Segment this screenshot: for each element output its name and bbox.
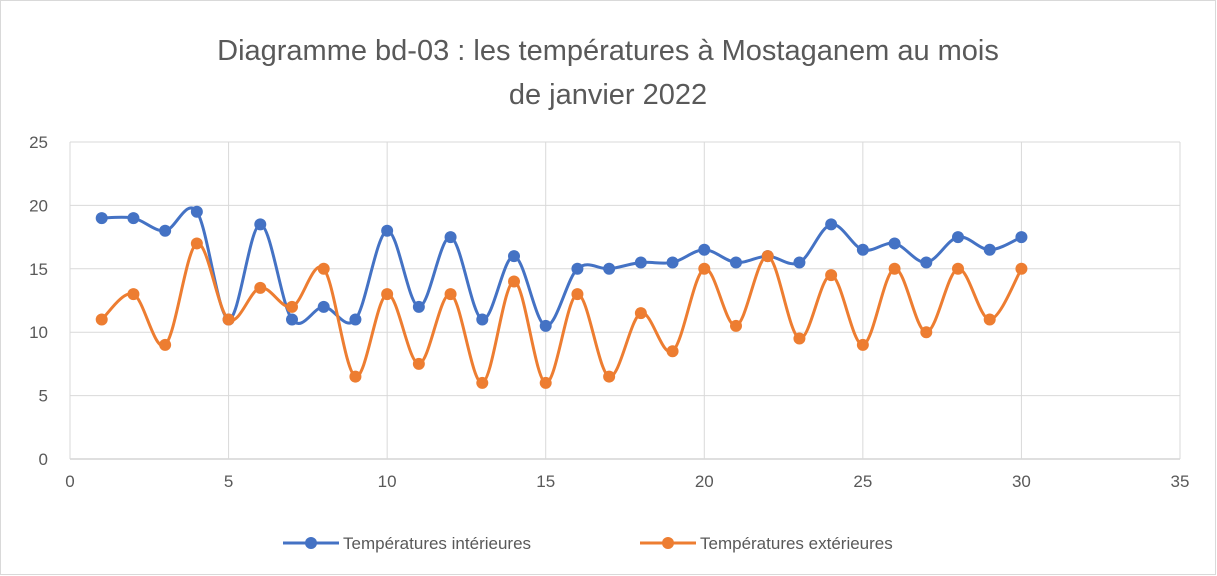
x-tick-label: 20	[695, 472, 714, 491]
data-point	[698, 262, 711, 275]
y-tick-label: 0	[39, 450, 48, 469]
data-point	[888, 237, 901, 250]
data-point	[698, 243, 711, 256]
data-point	[825, 269, 838, 282]
data-point	[761, 250, 774, 263]
legend-label: Températures intérieures	[343, 534, 531, 553]
data-point	[825, 218, 838, 231]
data-point	[952, 262, 964, 275]
data-point	[95, 313, 108, 326]
data-point	[476, 376, 489, 389]
legend-marker	[305, 537, 317, 549]
data-point	[1015, 231, 1028, 244]
data-point	[476, 313, 489, 326]
legend-marker	[662, 537, 674, 549]
data-point	[381, 288, 394, 301]
data-point	[95, 212, 108, 225]
data-point	[793, 256, 806, 269]
data-point	[920, 326, 933, 339]
data-point	[983, 243, 996, 256]
data-point	[349, 370, 362, 383]
data-point	[412, 357, 425, 370]
data-point	[127, 288, 140, 301]
y-tick-label: 25	[29, 133, 48, 152]
data-point	[634, 256, 647, 269]
data-point	[983, 313, 996, 326]
chart-title: de janvier 2022	[509, 79, 707, 111]
data-point	[349, 313, 362, 326]
data-point	[920, 256, 933, 269]
data-point	[222, 313, 235, 326]
data-point	[159, 338, 172, 351]
data-point	[603, 262, 616, 275]
y-tick-label: 15	[29, 260, 48, 279]
x-tick-label: 35	[1171, 472, 1190, 491]
data-point	[190, 205, 203, 218]
data-point	[317, 300, 330, 313]
data-point	[856, 243, 869, 256]
data-point	[286, 300, 298, 313]
data-point	[634, 307, 647, 320]
data-point	[539, 319, 552, 332]
data-point	[730, 256, 742, 269]
data-point	[254, 281, 267, 294]
data-point	[286, 313, 298, 326]
y-tick-label: 5	[39, 387, 48, 406]
data-point	[952, 231, 964, 244]
data-point	[381, 224, 394, 237]
data-point	[1015, 262, 1028, 275]
data-point	[793, 332, 806, 345]
data-point	[571, 262, 584, 275]
data-point	[888, 262, 901, 275]
data-point	[856, 338, 869, 351]
x-tick-label: 10	[378, 472, 397, 491]
y-tick-label: 20	[29, 196, 48, 215]
data-point	[508, 275, 520, 288]
y-tick-label: 10	[29, 323, 48, 342]
data-point	[159, 224, 172, 237]
x-tick-label: 25	[853, 472, 872, 491]
data-point	[317, 262, 330, 275]
chart-title: Diagramme bd-03 : les températures à Mos…	[217, 35, 999, 67]
x-tick-label: 0	[65, 472, 74, 491]
data-point	[730, 319, 742, 332]
x-tick-label: 15	[536, 472, 555, 491]
data-point	[444, 288, 457, 301]
data-point	[254, 218, 267, 231]
legend-label: Températures extérieures	[700, 534, 893, 553]
data-point	[190, 237, 203, 250]
data-point	[571, 288, 584, 301]
data-point	[666, 345, 679, 358]
data-point	[412, 300, 425, 313]
data-point	[539, 376, 552, 389]
data-point	[508, 250, 520, 263]
x-tick-label: 30	[1012, 472, 1031, 491]
x-tick-label: 5	[224, 472, 233, 491]
data-point	[666, 256, 679, 269]
data-point	[603, 370, 616, 383]
data-point	[444, 231, 457, 244]
data-point	[127, 212, 140, 225]
